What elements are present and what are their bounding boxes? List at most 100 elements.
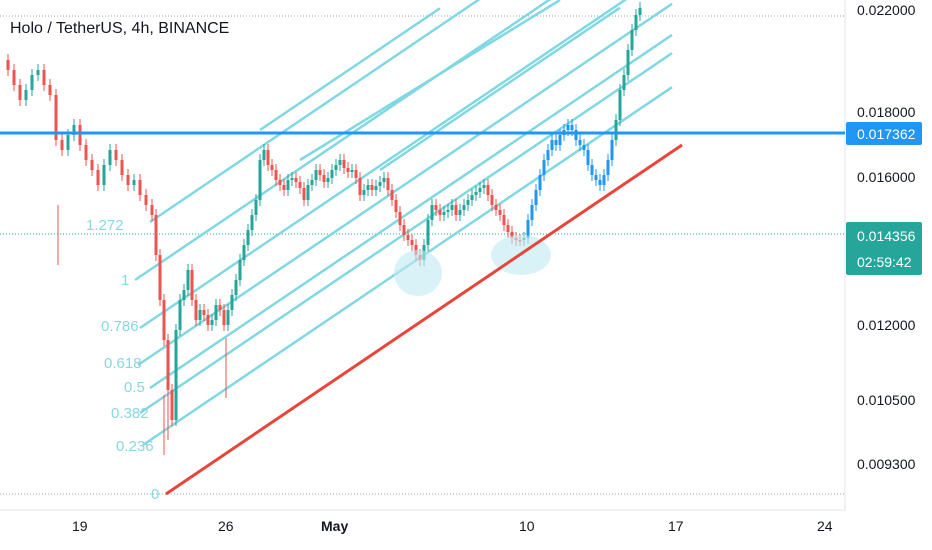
candle-body <box>242 245 246 260</box>
fib-channel-line <box>149 33 673 390</box>
candle-body <box>108 150 112 165</box>
candle-body <box>302 188 306 200</box>
price-tick-label: 0.012000 <box>857 317 916 333</box>
fib-channel-line <box>139 0 628 330</box>
candle-body <box>132 180 136 185</box>
candle-body <box>470 195 474 200</box>
candle-body <box>354 170 358 178</box>
candle-body <box>114 150 118 160</box>
fib-label-0.236: 0.236 <box>116 438 154 455</box>
candle-body <box>602 175 606 185</box>
candle-body <box>206 315 210 325</box>
candle-body <box>446 210 450 212</box>
time-tick-label: May <box>321 518 348 534</box>
candle-body <box>482 185 486 188</box>
fib-label-1.272: 1.272 <box>86 217 124 234</box>
time-tick-label: 19 <box>72 518 88 534</box>
candle-body <box>554 140 558 145</box>
candle-body <box>622 75 626 90</box>
fib-label-0.786: 0.786 <box>101 318 139 335</box>
candle-body <box>410 240 414 245</box>
price-tick-label: 0.009300 <box>857 456 916 472</box>
candle-body <box>90 160 94 170</box>
candle-body <box>202 310 206 315</box>
candle-body <box>162 300 166 340</box>
candle-body <box>234 280 238 295</box>
candle-body <box>218 305 222 310</box>
candle-body <box>166 340 170 390</box>
candle-body <box>406 235 410 240</box>
candle-body <box>414 245 418 255</box>
candle-body <box>474 192 478 195</box>
candle-body <box>198 310 202 320</box>
candle-body <box>266 150 270 165</box>
candle-body <box>48 85 52 95</box>
candle-body <box>506 225 510 232</box>
fib-channel-line <box>379 6 621 172</box>
fib-channel-line <box>137 2 673 367</box>
candle-body <box>534 190 538 205</box>
candle-body <box>590 165 594 175</box>
candle-body <box>326 178 330 182</box>
candle-body <box>498 210 502 215</box>
support-touch-highlight-1 <box>394 250 442 296</box>
candle-body <box>438 210 442 215</box>
candle-body <box>570 125 574 130</box>
fib-channel-line <box>259 7 441 132</box>
candle-body <box>30 75 34 90</box>
candle-body <box>526 220 530 238</box>
candle-body <box>120 160 124 175</box>
candle-body <box>214 305 218 320</box>
candle-body <box>12 70 16 85</box>
candle-body <box>286 180 290 190</box>
candle-body <box>186 270 190 290</box>
candle-body <box>154 215 158 255</box>
candle-body <box>510 232 514 238</box>
candle-body <box>270 165 274 170</box>
candle-body <box>606 160 610 175</box>
candle-body <box>598 180 602 185</box>
candle-body <box>638 8 642 15</box>
candle-body <box>306 185 310 200</box>
time-tick-label: 26 <box>218 518 234 534</box>
candle-body <box>126 175 130 185</box>
candle-body <box>182 290 186 300</box>
candle-body <box>542 160 546 175</box>
fib-label-0.618: 0.618 <box>104 355 142 372</box>
candle-body <box>60 140 64 150</box>
candle-body <box>538 175 542 190</box>
candle-body <box>574 130 578 140</box>
candle-body <box>282 185 286 190</box>
candle-body <box>370 185 374 190</box>
candle-body <box>36 70 40 75</box>
time-tick-label: 10 <box>519 518 535 534</box>
candle-body <box>634 15 638 30</box>
candle-body <box>358 178 362 195</box>
candle-body <box>262 150 266 160</box>
candle-body <box>578 140 582 145</box>
candle-body <box>478 188 482 192</box>
candle-body <box>246 230 250 245</box>
candle-body <box>402 225 406 235</box>
candle-body <box>318 170 322 175</box>
price-tick-label: 0.022000 <box>857 2 916 18</box>
candle-body <box>618 90 622 120</box>
fib-channel-lines <box>134 0 673 447</box>
candle-body <box>458 210 462 215</box>
candles <box>6 2 642 455</box>
candle-body <box>394 200 398 212</box>
candle-body <box>454 205 458 215</box>
fib-label-1: 1 <box>121 272 129 289</box>
candle-body <box>84 145 88 160</box>
fib-label-0: 0 <box>151 486 159 503</box>
candle-body <box>490 195 494 205</box>
candle-body <box>366 185 370 190</box>
candle-body <box>466 200 470 205</box>
candle-body <box>24 90 28 100</box>
last-price-text: 0.014356 <box>857 228 916 244</box>
candle-body <box>430 205 434 220</box>
candle-body <box>66 135 70 150</box>
candle-body <box>278 180 282 185</box>
candle-body <box>530 205 534 220</box>
